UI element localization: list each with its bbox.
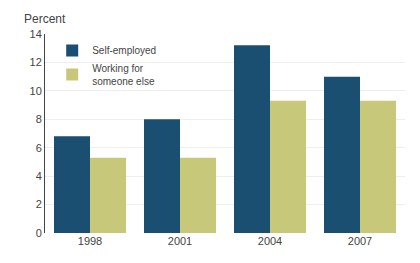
svg-text:2001: 2001: [168, 235, 192, 247]
svg-text:12: 12: [30, 56, 42, 68]
svg-text:1998: 1998: [78, 235, 102, 247]
svg-text:4: 4: [36, 170, 42, 182]
svg-text:6: 6: [36, 142, 42, 154]
svg-text:Percent: Percent: [24, 12, 66, 26]
svg-text:Working forsomeone else: Working forsomeone else: [92, 63, 155, 87]
svg-text:8: 8: [36, 113, 42, 125]
svg-text:2004: 2004: [258, 235, 282, 247]
svg-text:14: 14: [30, 28, 42, 40]
svg-text:2: 2: [36, 198, 42, 210]
svg-text:Self-employed: Self-employed: [92, 45, 156, 56]
svg-text:0: 0: [36, 227, 42, 239]
svg-text:10: 10: [30, 85, 42, 97]
svg-text:2007: 2007: [348, 235, 372, 247]
